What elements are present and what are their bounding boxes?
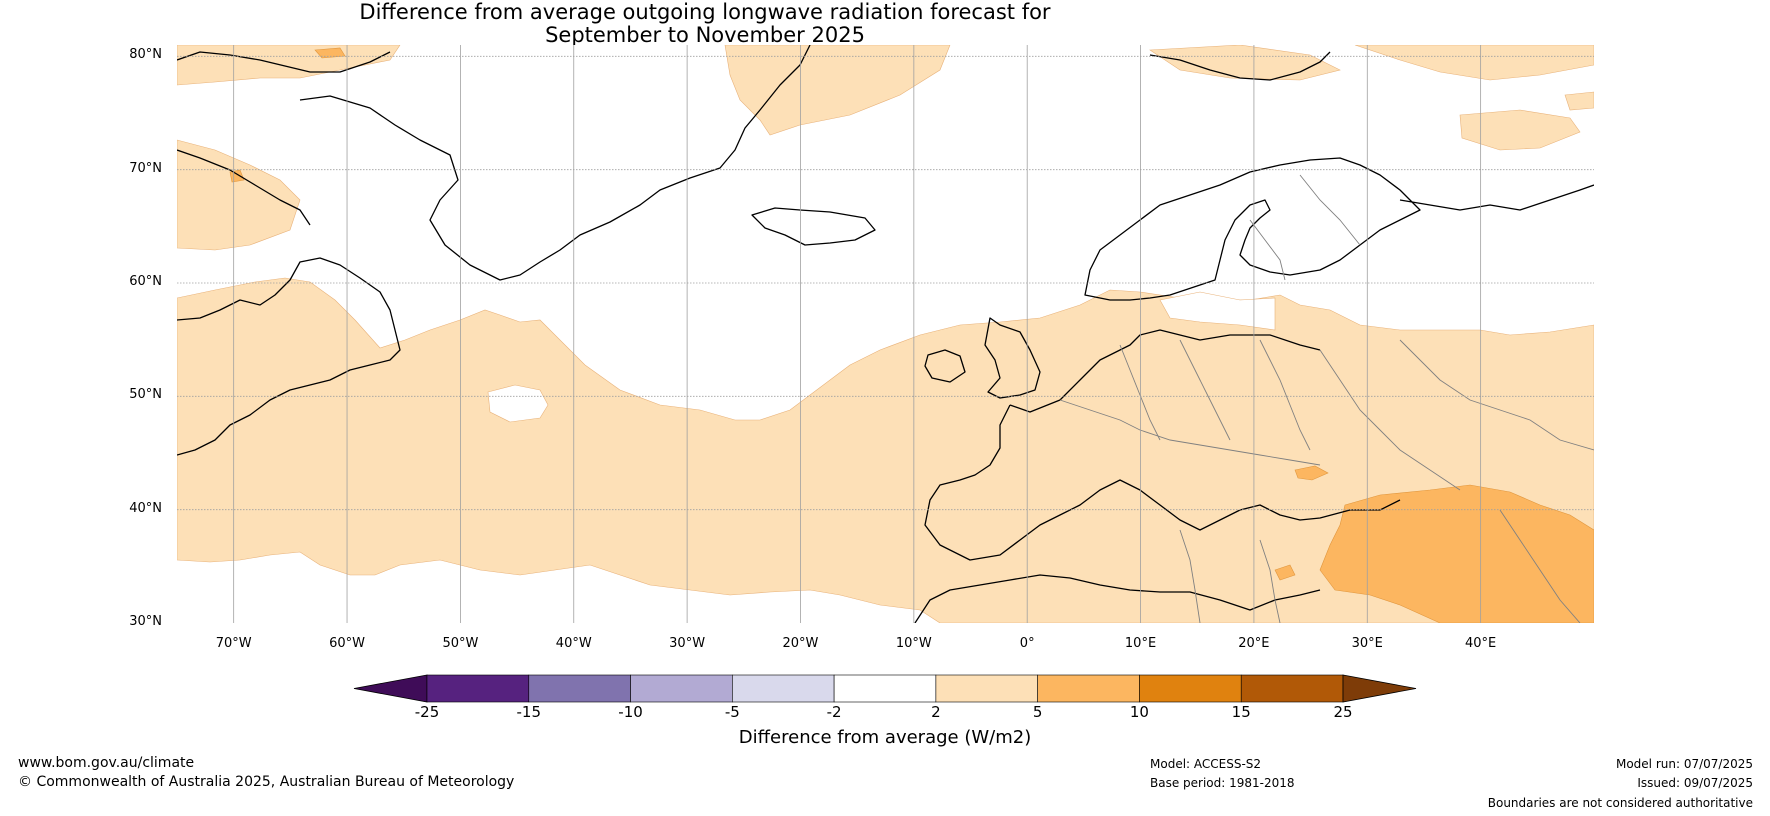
- anomaly-region-barents: [1354, 45, 1594, 81]
- anomaly-region-svalbard: [1149, 45, 1341, 81]
- colorbar-tick-label: -2: [826, 703, 842, 721]
- north-africa-coastline: [914, 574, 1321, 623]
- footer-disclaimer: Boundaries are not considered authoritat…: [1487, 796, 1753, 810]
- longitude-tick-label: 20°E: [1238, 636, 1270, 651]
- latitude-tick-label: 40°N: [129, 500, 162, 516]
- footer-model-run: Model run: 07/07/2025: [1615, 757, 1753, 771]
- anomaly-region-novaya: [1564, 91, 1594, 111]
- colorbar-segment: [1037, 674, 1140, 703]
- anomaly-region-nw-atlantic-2: [177, 139, 301, 251]
- neutral-regions: [487, 291, 1276, 423]
- neutral-hole-scandinavia: [1159, 291, 1276, 331]
- colorbar-title: Difference from average (W/m2): [738, 727, 1032, 748]
- footer-copyright: © Commonwealth of Australia 2025, Austra…: [18, 774, 515, 790]
- colorbar-segment: [732, 674, 835, 703]
- neutral-hole-atlantic: [487, 384, 549, 423]
- colorbar-segment: [426, 674, 530, 703]
- north-america-coastline: [177, 257, 401, 456]
- arctic-islands-coastline: [177, 51, 391, 226]
- colorbar-tick-label: 15: [1231, 703, 1251, 721]
- anomaly-region-crete: [1274, 564, 1296, 581]
- longitude-tick-label: 50°W: [442, 636, 479, 651]
- anomaly-region-arctic-patch: [1459, 109, 1581, 151]
- colorbar-segment: [935, 674, 1038, 703]
- latitude-tick-label: 50°N: [129, 387, 162, 403]
- latitude-tick-label: 60°N: [129, 274, 162, 289]
- map-title-line-2: September to November 2025: [545, 23, 865, 47]
- colorbar-segment: [833, 674, 937, 703]
- russia-arctic-coastline: [1399, 184, 1594, 211]
- longitude-tick-label: 40°W: [555, 636, 592, 651]
- colorbar-tick-label: -5: [724, 703, 740, 721]
- footer-website[interactable]: www.bom.gov.au/climate: [18, 755, 195, 771]
- footer-model: Model: ACCESS-S2: [1150, 757, 1262, 771]
- anomaly-region-balkans: [1294, 465, 1329, 481]
- iceland-coastline: [751, 207, 876, 246]
- colorbar-segment: [1139, 674, 1242, 703]
- colorbar-tick-label: -15: [516, 703, 542, 721]
- latitude-tick-label: 80°N: [129, 47, 162, 63]
- colorbar-tick-label: -25: [414, 703, 440, 721]
- longitude-tick-label: 0°: [1019, 636, 1035, 651]
- longitude-tick-label: 20°W: [782, 636, 819, 651]
- colorbar-segment: [1240, 674, 1344, 703]
- map-title-line-1: Difference from average outgoing longwav…: [359, 0, 1051, 24]
- longitude-tick-label: 30°W: [669, 636, 706, 651]
- longitude-tick-label: 30°E: [1351, 636, 1383, 651]
- colorbar-extend-high: [1342, 674, 1417, 703]
- colorbar-tick-label: 10: [1129, 703, 1149, 721]
- colorbar-tick-label: 5: [1032, 703, 1043, 721]
- longitude-tick-label: 70°W: [215, 636, 252, 651]
- anomaly-5-to-10-regions: [229, 47, 1594, 623]
- longitude-tick-label: 10°W: [895, 636, 932, 651]
- latitude-tick-label: 70°N: [129, 160, 162, 176]
- anomaly-region-middle-east: [1319, 484, 1594, 623]
- footer-base-period: Base period: 1981-2018: [1150, 776, 1295, 790]
- longitude-tick-label: 60°W: [329, 636, 365, 651]
- greenland-coastline: [299, 45, 811, 281]
- colorbar-tick-label: 25: [1333, 703, 1353, 721]
- gridlines: [177, 45, 1594, 623]
- svalbard-coastline: [1149, 51, 1331, 81]
- longitude-tick-label: 10°E: [1124, 636, 1157, 651]
- colorbar-tick-label: 2: [931, 703, 941, 721]
- colorbar-segment: [528, 674, 631, 703]
- colorbar-segment: [630, 674, 733, 703]
- colorbar-extend-low: [353, 674, 428, 703]
- ireland-coastline: [924, 349, 966, 383]
- colorbar-tick-label: -10: [618, 703, 643, 721]
- scandinavia-coastline: [1084, 157, 1421, 301]
- coastlines: [177, 45, 1594, 623]
- latitude-tick-label: 30°N: [129, 614, 162, 629]
- footer-issued: Issued: 09/07/2025: [1637, 776, 1753, 790]
- longitude-tick-label: 40°E: [1464, 636, 1497, 651]
- anomaly-region-greenland-east: [724, 45, 951, 136]
- country-borders: [1059, 174, 1594, 623]
- great-britain-coastline: [984, 317, 1041, 399]
